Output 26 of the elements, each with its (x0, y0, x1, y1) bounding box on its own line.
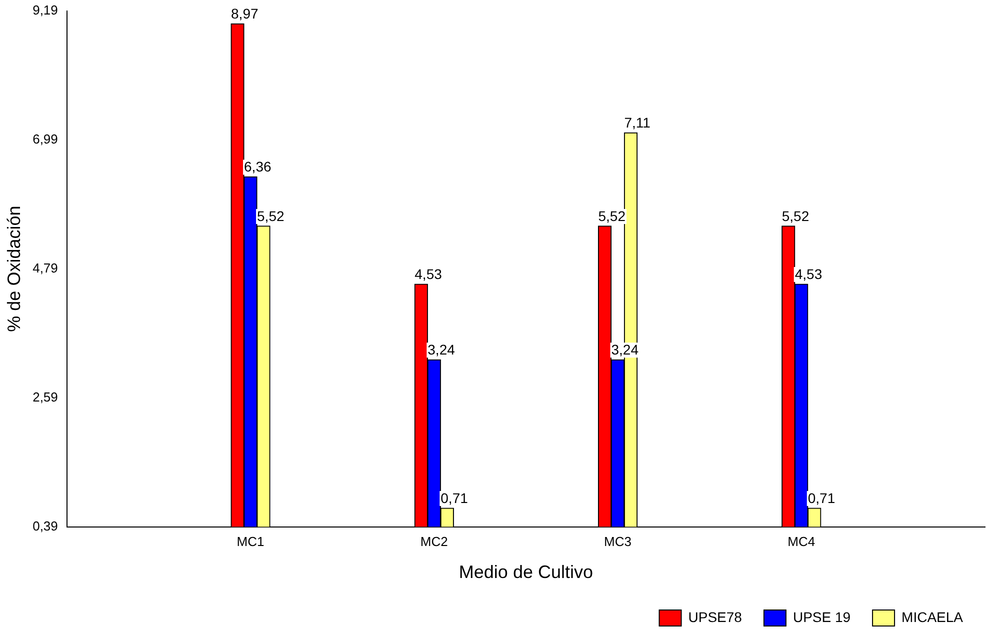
y-tick-label: 0,39 (32, 518, 58, 534)
y-tick-label: 2,59 (32, 389, 58, 404)
legend-label: UPSE 19 (792, 608, 851, 625)
x-tick-label: MC2 (420, 534, 448, 550)
data-label: 3,24 (611, 342, 639, 358)
data-label: 3,24 (428, 342, 456, 358)
data-label: 4,53 (414, 266, 442, 282)
data-label: 6,36 (244, 158, 272, 175)
data-label: 5,52 (257, 208, 284, 224)
legend-label: MICAELA (902, 608, 964, 625)
y-tick-label: 4,79 (32, 260, 58, 276)
y-tick-label: 6,99 (32, 131, 58, 146)
data-label: 5,52 (598, 208, 626, 224)
data-label: 5,52 (782, 208, 810, 224)
y-tick-label: 9,19 (32, 2, 58, 18)
data-label: 0,71 (808, 490, 836, 506)
legend-label: UPSE78 (688, 608, 742, 625)
y-axis-title: % de Oxidación (4, 206, 24, 332)
x-axis-title: Medio de Cultivo (458, 562, 593, 582)
data-label: 8,97 (231, 6, 258, 22)
x-tick-label: MC3 (604, 534, 632, 550)
data-label: 7,11 (624, 114, 651, 131)
x-tick-label: MC4 (788, 534, 816, 550)
data-label: 0,71 (440, 490, 468, 506)
x-tick-label: MC1 (236, 534, 264, 550)
data-label: 4,53 (794, 266, 822, 282)
